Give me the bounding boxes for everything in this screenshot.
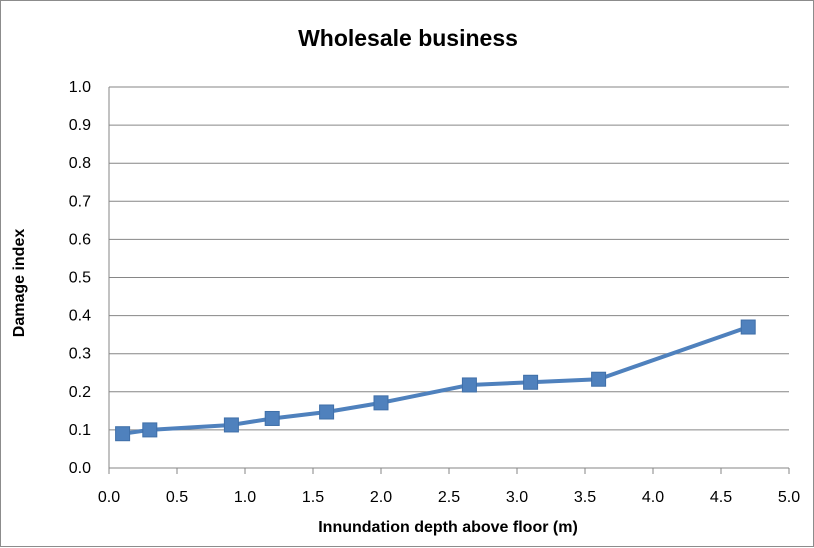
x-tick-label: 4.0 [642, 489, 664, 506]
y-axis-label: Damage index [11, 229, 28, 338]
y-tick-label: 0.4 [69, 308, 91, 325]
x-tick-label: 0.0 [98, 489, 120, 506]
x-tick-label: 4.5 [710, 489, 732, 506]
y-tick-label: 0.3 [69, 346, 91, 363]
y-tick-label: 1.0 [69, 79, 91, 96]
grid-layer [109, 86, 789, 469]
x-tick-label: 3.0 [506, 489, 528, 506]
data-point [319, 404, 335, 420]
x-axis-label: Innundation depth above floor (m) [318, 519, 578, 536]
data-point [142, 422, 158, 438]
data-point [373, 395, 389, 411]
y-tick-label: 0.7 [69, 193, 91, 210]
y-tick-label: 0.1 [69, 422, 91, 439]
chart-title: Wholesale business [298, 25, 518, 51]
data-point [461, 377, 477, 393]
x-tick-label: 3.5 [574, 489, 596, 506]
x-tick-label: 1.0 [234, 489, 256, 506]
x-tick-label: 0.5 [166, 489, 188, 506]
series-layer [115, 319, 756, 442]
series-line [122, 325, 749, 436]
y-tick-label: 0.6 [69, 231, 91, 248]
x-tick-label: 2.0 [370, 489, 392, 506]
y-tick-label: 0.9 [69, 117, 91, 134]
data-point [115, 426, 131, 442]
x-tick-label: 1.5 [302, 489, 324, 506]
y-tick-label: 0.2 [69, 384, 91, 401]
y-tick-label: 0.5 [69, 270, 91, 287]
data-point [223, 417, 239, 433]
data-point [523, 374, 539, 390]
data-point [264, 410, 280, 426]
x-tick-label: 2.5 [438, 489, 460, 506]
y-tick-label: 0.0 [69, 460, 91, 477]
y-tick-label: 0.8 [69, 155, 91, 172]
x-tick-label: 5.0 [778, 489, 800, 506]
data-point [740, 319, 756, 335]
axis-layer: 0.0 0.1 0.2 0.3 0.4 0.5 0.6 0.7 0.8 0.9 1.0 0.0 0.5 1… [69, 79, 800, 506]
data-point [591, 371, 607, 387]
